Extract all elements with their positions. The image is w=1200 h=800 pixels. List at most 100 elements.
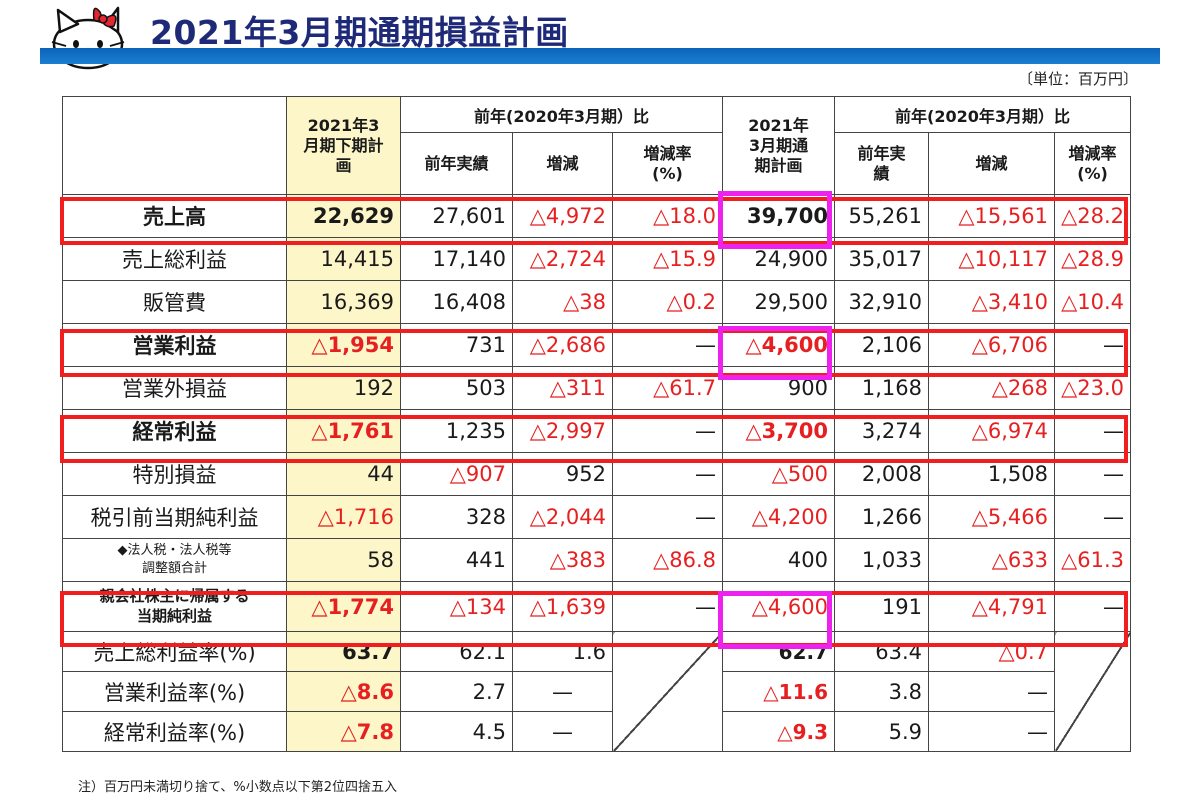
cell-full: △4,600 <box>722 581 836 632</box>
cell-rate: — <box>611 495 724 539</box>
cell-prev: 17,140 <box>400 237 513 281</box>
cell-h2: △1,761 <box>286 409 401 453</box>
header-rate: 増減率(%) <box>611 132 724 195</box>
cell-rate: △61.7 <box>611 366 724 410</box>
header-prev-actual2: 前年実績 <box>834 132 930 195</box>
cell-h2: 14,415 <box>286 237 401 281</box>
cell-prev: △907 <box>400 452 513 496</box>
cell-change: △4,972 <box>512 194 613 238</box>
cell-rate2: — <box>1054 581 1132 632</box>
cell-prev: 4.5 <box>400 711 513 752</box>
cell-rate: — <box>611 581 724 632</box>
cell-change: △2,724 <box>512 237 613 281</box>
cell-rate2: — <box>1054 409 1132 453</box>
cell-full: △4,200 <box>722 495 836 539</box>
cell-full: 29,500 <box>722 280 836 324</box>
row-label-line2: 当期純利益 <box>136 606 212 625</box>
cell-rate2: △10.4 <box>1054 280 1132 324</box>
cell-change: △383 <box>512 538 613 582</box>
cell-prev2: 2,106 <box>834 323 930 367</box>
cell-change2: △0.7 <box>928 631 1056 672</box>
row-label: 営業利益率(%) <box>62 671 287 712</box>
row-label: 営業利益 <box>62 323 287 367</box>
row-label: 特別損益 <box>62 452 287 496</box>
cell-change2: △15,561 <box>928 194 1056 238</box>
table-row: 売上高 22,629 27,601 △4,972 △18.0 39,700 55… <box>62 194 1132 238</box>
cell-prev2: 1,168 <box>834 366 930 410</box>
cell-prev: 1,235 <box>400 409 513 453</box>
cell-rate: △18.0 <box>611 194 724 238</box>
table-row: 営業利益 △1,954 731 △2,686 — △4,600 2,106 △6… <box>62 323 1132 367</box>
header-h2-plan: 2021年3月期下期計画 <box>286 96 401 195</box>
cell-prev2: 35,017 <box>834 237 930 281</box>
row-label: 親会社株主に帰属する 当期純利益 <box>62 581 287 632</box>
cell-rate2: △28.9 <box>1054 237 1132 281</box>
cell-change: △311 <box>512 366 613 410</box>
cell-prev2: 1,266 <box>834 495 930 539</box>
table-row: 特別損益 44 △907 952 — △500 2,008 1,508 — <box>62 452 1132 496</box>
cell-prev: 62.1 <box>400 631 513 672</box>
cell-rate2: — <box>1054 495 1132 539</box>
cell-change2: 1,508 <box>928 452 1056 496</box>
cell-full: 900 <box>722 366 836 410</box>
cell-change: 952 <box>512 452 613 496</box>
cell-change2: △6,706 <box>928 323 1056 367</box>
cell-prev2: 63.4 <box>834 631 930 672</box>
cell-full: △3,700 <box>722 409 836 453</box>
row-label-line2: 調整額合計 <box>141 561 207 576</box>
cell-h2: 63.7 <box>286 631 401 672</box>
cell-rate: △86.8 <box>611 538 724 582</box>
cell-prev2: 191 <box>834 581 930 632</box>
table-row: 販管費 16,369 16,408 △38 △0.2 29,500 32,910… <box>62 280 1132 324</box>
cell-prev: 2.7 <box>400 671 513 712</box>
row-label: 売上総利益 <box>62 237 287 281</box>
cell-h2: △1,954 <box>286 323 401 367</box>
cell-h2: 22,629 <box>286 194 401 238</box>
cell-change: 1.6 <box>512 631 613 672</box>
header-prev-actual: 前年実績 <box>400 132 513 195</box>
cell-prev2: 55,261 <box>834 194 930 238</box>
cell-rate2: △61.3 <box>1054 538 1132 582</box>
cell-change2: △10,117 <box>928 237 1056 281</box>
cell-rate: — <box>611 409 724 453</box>
row-label: 販管費 <box>62 280 287 324</box>
cell-full: 400 <box>722 538 836 582</box>
table-row: 経常利益 △1,761 1,235 △2,997 — △3,700 3,274 … <box>62 409 1132 453</box>
cell-full: 39,700 <box>722 194 836 238</box>
cell-change2: △5,466 <box>928 495 1056 539</box>
cell-h2: △1,716 <box>286 495 401 539</box>
cell-prev: 16,408 <box>400 280 513 324</box>
cell-rate: △15.9 <box>611 237 724 281</box>
row-label: 売上高 <box>62 194 287 238</box>
header-rate2: 増減率(%) <box>1054 132 1132 195</box>
cell-prev2: 3.8 <box>834 671 930 712</box>
cell-h2: 44 <box>286 452 401 496</box>
cell-change: △38 <box>512 280 613 324</box>
cell-change: △2,997 <box>512 409 613 453</box>
title-rule <box>40 48 1160 64</box>
cell-h2: △1,774 <box>286 581 401 632</box>
cell-rate: △0.2 <box>611 280 724 324</box>
cell-rate: — <box>611 323 724 367</box>
cell-h2: 192 <box>286 366 401 410</box>
table-row: 経常利益率(%) △7.8 4.5 — △9.3 5.9 — <box>62 711 1131 752</box>
header-change2: 増減 <box>928 132 1056 195</box>
row-label: 経常利益率(%) <box>62 711 287 752</box>
cell-change2: △6,974 <box>928 409 1056 453</box>
cell-change: — <box>512 671 613 712</box>
table-row: 営業外損益 192 503 △311 △61.7 900 1,168 △268 … <box>62 366 1132 410</box>
cell-rate: — <box>611 452 724 496</box>
cell-h2: 58 <box>286 538 401 582</box>
cell-change2: — <box>928 671 1056 712</box>
row-label: 経常利益 <box>62 409 287 453</box>
cell-change2: △3,410 <box>928 280 1056 324</box>
row-label: 税引前当期純利益 <box>62 495 287 539</box>
cell-prev: 731 <box>400 323 513 367</box>
cell-prev: 503 <box>400 366 513 410</box>
header-prev-group: 前年(2020年3月期）比 <box>399 96 724 133</box>
header-prev-group2: 前年(2020年3月期）比 <box>834 96 1132 133</box>
cell-prev2: 2,008 <box>834 452 930 496</box>
cell-h2: △8.6 <box>286 671 401 712</box>
cell-prev: 328 <box>400 495 513 539</box>
cell-prev: △134 <box>400 581 513 632</box>
